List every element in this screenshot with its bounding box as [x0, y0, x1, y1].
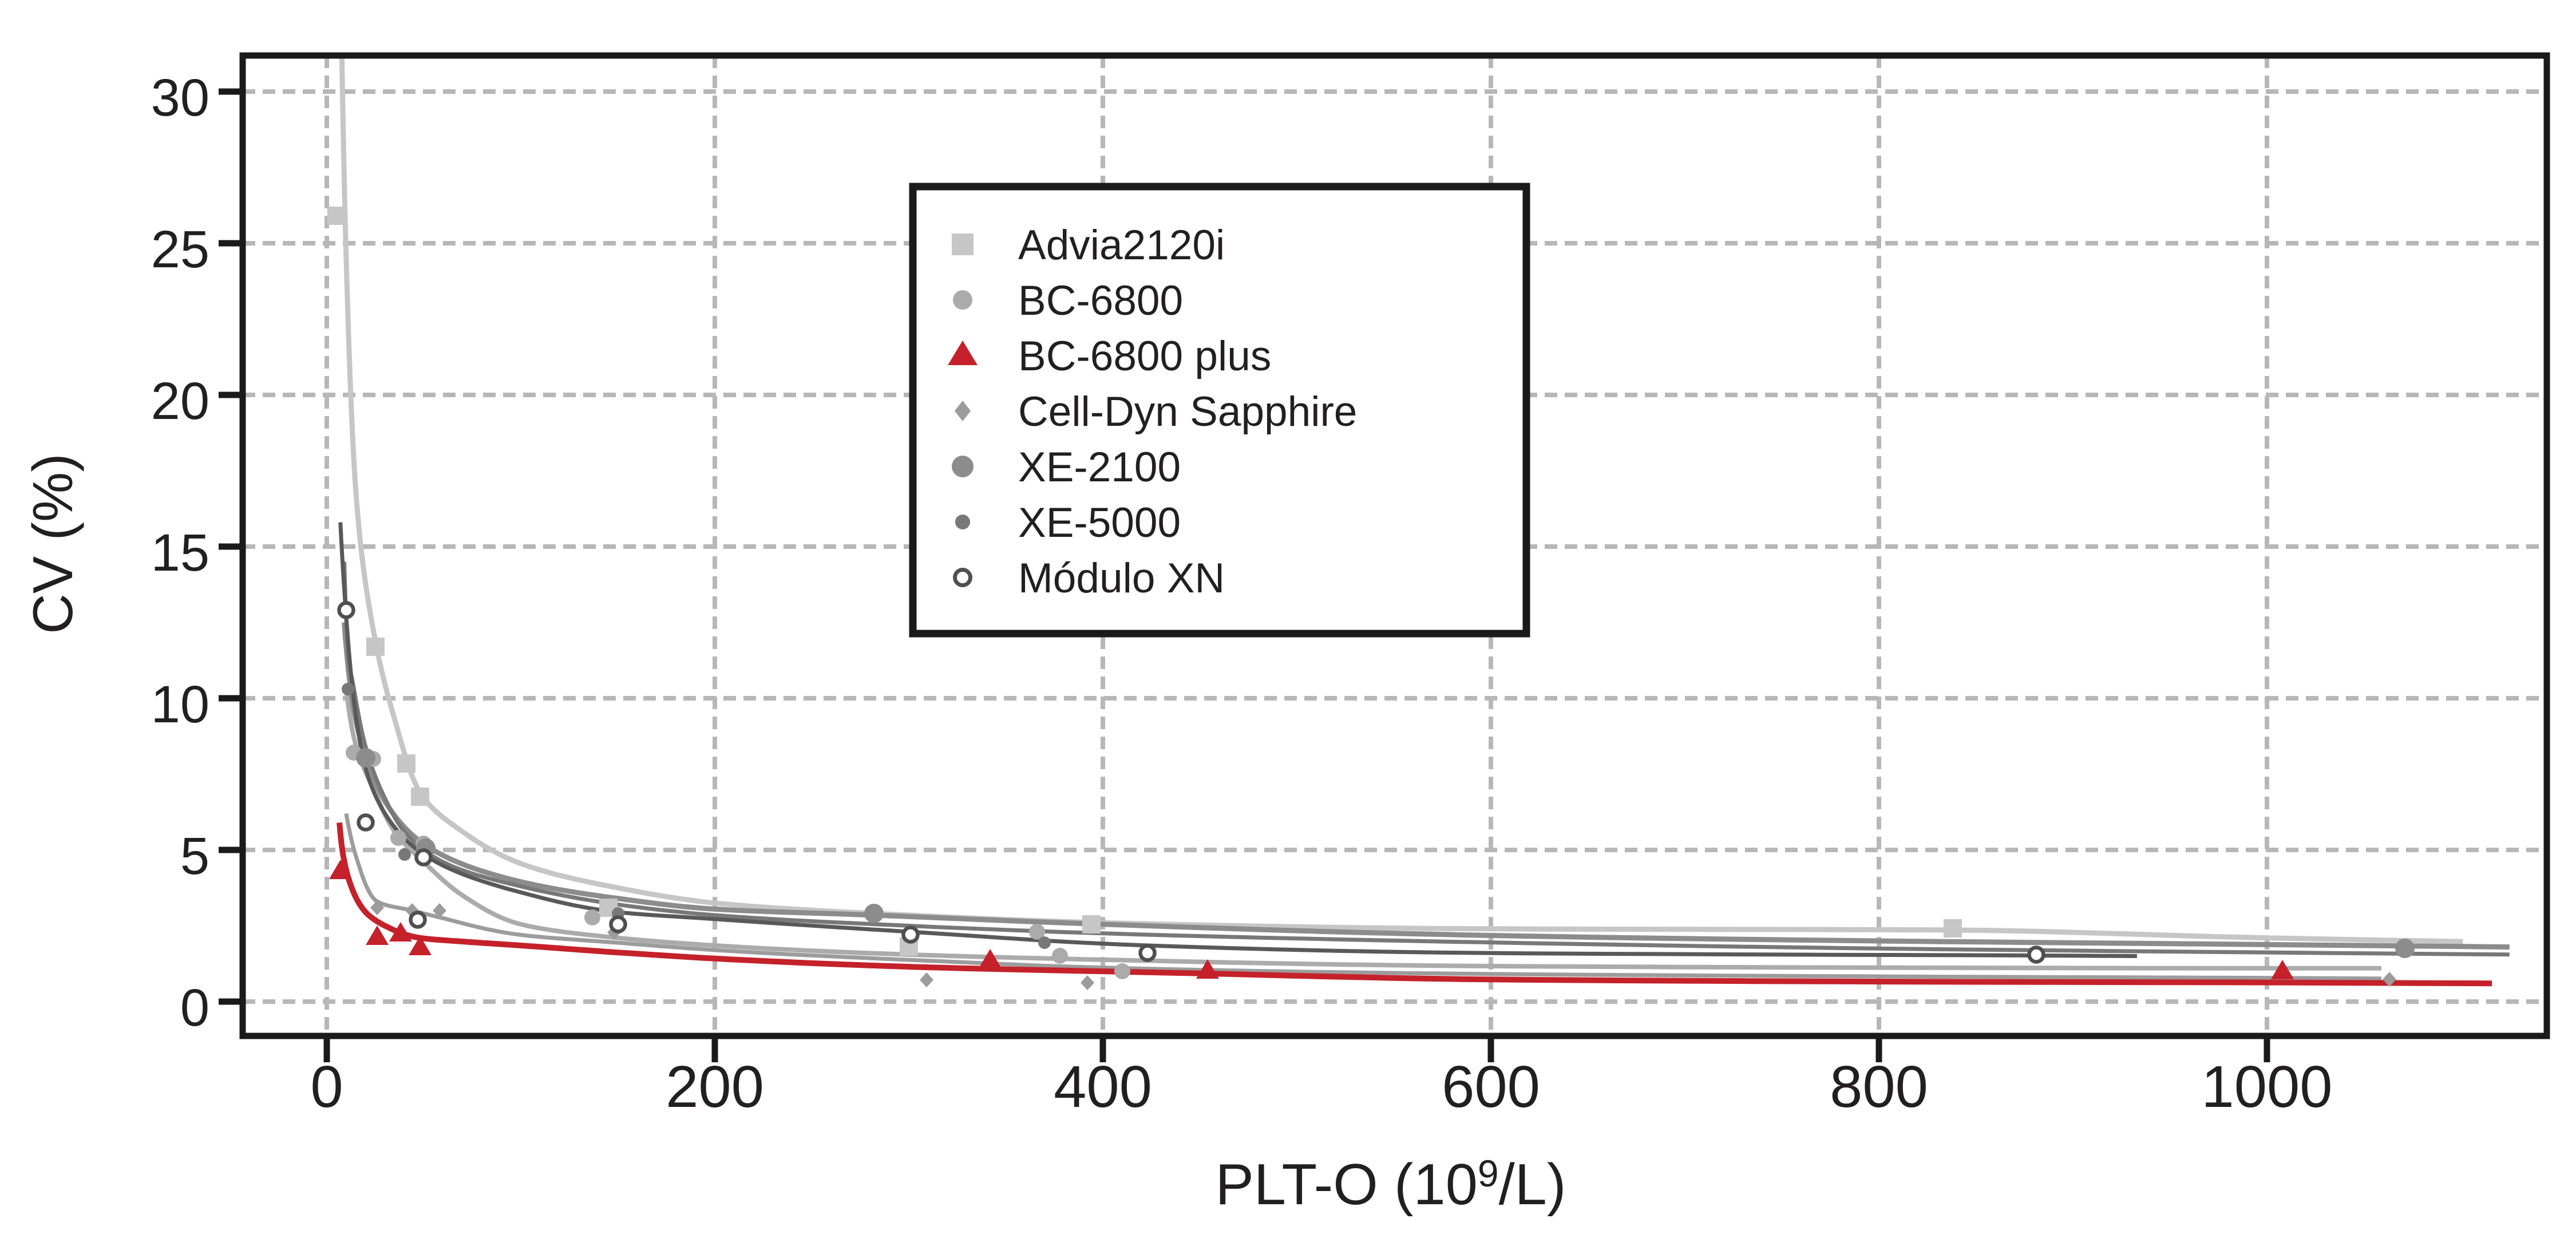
svg-text:BC-6800 plus: BC-6800 plus	[1018, 333, 1271, 379]
svg-text:600: 600	[1442, 1054, 1540, 1119]
svg-text:Módulo XN: Módulo XN	[1018, 555, 1225, 602]
svg-text:0: 0	[180, 979, 209, 1037]
svg-text:1000: 1000	[2201, 1054, 2332, 1119]
svg-text:25: 25	[151, 220, 209, 279]
svg-text:0: 0	[310, 1054, 343, 1119]
svg-text:10: 10	[151, 675, 209, 734]
svg-text:20: 20	[151, 372, 209, 430]
svg-text:PLT-O (109/L): PLT-O (109/L)	[1216, 1152, 1566, 1217]
svg-text:Advia2120i: Advia2120i	[1018, 222, 1225, 268]
svg-text:CV (%): CV (%)	[21, 453, 84, 634]
svg-text:XE-2100: XE-2100	[1018, 444, 1181, 490]
svg-text:Cell-Dyn Sapphire: Cell-Dyn Sapphire	[1018, 389, 1357, 435]
svg-text:5: 5	[180, 827, 209, 885]
svg-text:30: 30	[151, 69, 209, 127]
svg-text:800: 800	[1830, 1054, 1928, 1119]
svg-text:15: 15	[151, 524, 209, 582]
svg-text:200: 200	[666, 1054, 764, 1119]
svg-text:BC-6800: BC-6800	[1018, 278, 1183, 324]
svg-text:XE-5000: XE-5000	[1018, 500, 1181, 546]
svg-text:400: 400	[1054, 1054, 1152, 1119]
